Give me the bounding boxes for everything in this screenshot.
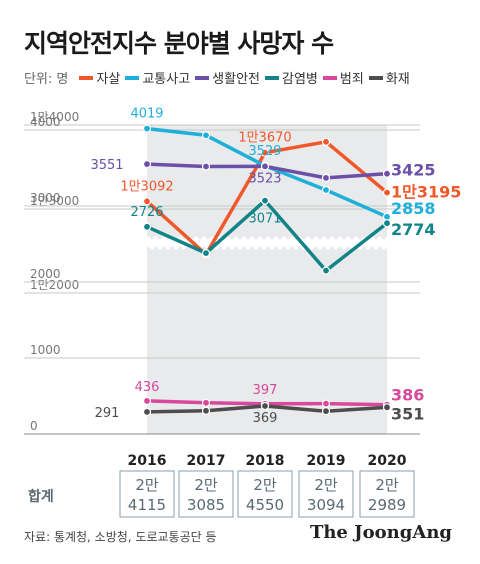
point-label: 291	[95, 406, 120, 421]
total-box	[359, 470, 415, 518]
data-point	[201, 131, 211, 140]
line-chart: 1만20001만30001만4000010002000300040001만309…	[20, 107, 461, 518]
total-bottom: 3094	[307, 496, 345, 514]
data-point	[201, 249, 211, 258]
point-label: 1만3670	[238, 131, 291, 146]
point-label: 3529	[248, 144, 281, 159]
legend-swatch	[322, 75, 337, 80]
x-tick-label: 2017	[187, 453, 226, 469]
legend-swatch	[195, 75, 210, 80]
total-top: 2만	[194, 476, 218, 494]
data-point	[260, 162, 270, 171]
end-label: 2774	[391, 220, 436, 239]
chart-title: 지역안전지수 분야별 사망자 수	[24, 29, 334, 58]
legend: 단위: 명 자살 교통사고 생활안전 감염병 범죄 화재	[24, 68, 410, 87]
total-top: 2만	[253, 476, 277, 494]
data-point	[142, 407, 152, 416]
end-label: 351	[391, 404, 424, 423]
total-top: 2만	[314, 476, 338, 494]
data-point	[142, 396, 152, 405]
totals-label: 합계	[28, 488, 54, 505]
y-tick-label: 1000	[30, 343, 61, 357]
data-point	[321, 399, 331, 408]
legend-items: 자살 교통사고 생활안전 감염병 범죄 화재	[74, 68, 410, 87]
data-point	[142, 197, 152, 206]
legend-label: 범죄	[339, 72, 364, 87]
y-tick-label: 3000	[30, 191, 61, 205]
legend-swatch	[79, 75, 94, 80]
data-point	[321, 173, 331, 183]
point-label: 3523	[248, 171, 281, 186]
total-box	[237, 470, 293, 518]
y-tick-label: 4000	[30, 115, 61, 129]
brand-logo: The JoongAng	[309, 522, 452, 543]
legend-item: 교통사고	[125, 68, 190, 87]
total-box	[298, 470, 354, 518]
y-tick-label: 1만3000	[30, 194, 79, 208]
point-label: 3071	[248, 212, 281, 227]
data-point	[321, 407, 331, 416]
x-tick-label: 2019	[307, 453, 346, 469]
total-box	[119, 470, 175, 518]
data-point	[142, 124, 152, 133]
data-point	[321, 266, 331, 275]
data-point	[260, 148, 270, 157]
source-note: 자료: 통계청, 소방청, 도로교통공단 등	[24, 530, 217, 544]
point-label: 3551	[90, 158, 123, 173]
legend-item: 화재	[368, 68, 410, 87]
legend-item: 감염병	[265, 68, 318, 87]
total-bottom: 4550	[246, 496, 284, 514]
x-tick-label: 2020	[368, 453, 407, 469]
data-point	[382, 188, 392, 197]
legend-label: 화재	[385, 72, 410, 87]
legend-swatch	[125, 75, 140, 80]
data-point	[321, 137, 331, 146]
point-label: 1만3092	[120, 179, 173, 194]
legend-label: 생활안전	[212, 72, 261, 87]
x-tick-label: 2016	[128, 453, 167, 469]
end-label: 1만3195	[391, 183, 461, 202]
data-point	[382, 219, 392, 228]
data-point	[260, 401, 270, 411]
legend-swatch	[368, 75, 383, 80]
data-point	[142, 222, 152, 231]
total-top: 2만	[135, 476, 159, 494]
end-label: 3425	[391, 161, 436, 180]
data-point	[382, 403, 392, 412]
legend-item: 생활안전	[195, 68, 260, 87]
end-label: 386	[391, 386, 424, 405]
total-bottom: 3085	[187, 496, 225, 514]
data-point	[142, 159, 152, 169]
data-point	[382, 169, 392, 178]
y-tick-label: 0	[30, 419, 38, 433]
x-tick-label: 2018	[246, 453, 285, 469]
total-box	[178, 470, 234, 518]
point-label: 369	[253, 411, 278, 426]
y-tick-label: 1만4000	[30, 110, 79, 124]
data-point	[201, 162, 211, 171]
point-label: 436	[135, 380, 160, 395]
legend-label: 감염병	[282, 72, 318, 87]
point-label: 4019	[130, 107, 163, 122]
legend-label: 교통사고	[142, 72, 191, 87]
data-point	[260, 196, 270, 205]
y-tick-label: 2000	[30, 267, 61, 281]
legend-label: 자살	[96, 72, 121, 87]
end-label: 2858	[391, 199, 436, 218]
total-bottom: 4115	[128, 496, 166, 514]
axis-break	[20, 236, 424, 250]
point-label: 2726	[130, 205, 163, 220]
legend-swatch	[265, 75, 280, 80]
unit-label: 단위: 명	[24, 72, 69, 87]
total-bottom: 2989	[368, 496, 406, 514]
point-label: 397	[253, 383, 278, 398]
data-point	[201, 406, 211, 415]
data-point	[201, 398, 211, 407]
total-top: 2만	[375, 476, 399, 494]
legend-item: 범죄	[322, 68, 364, 87]
data-point	[321, 185, 331, 195]
legend-item: 자살	[79, 68, 120, 87]
